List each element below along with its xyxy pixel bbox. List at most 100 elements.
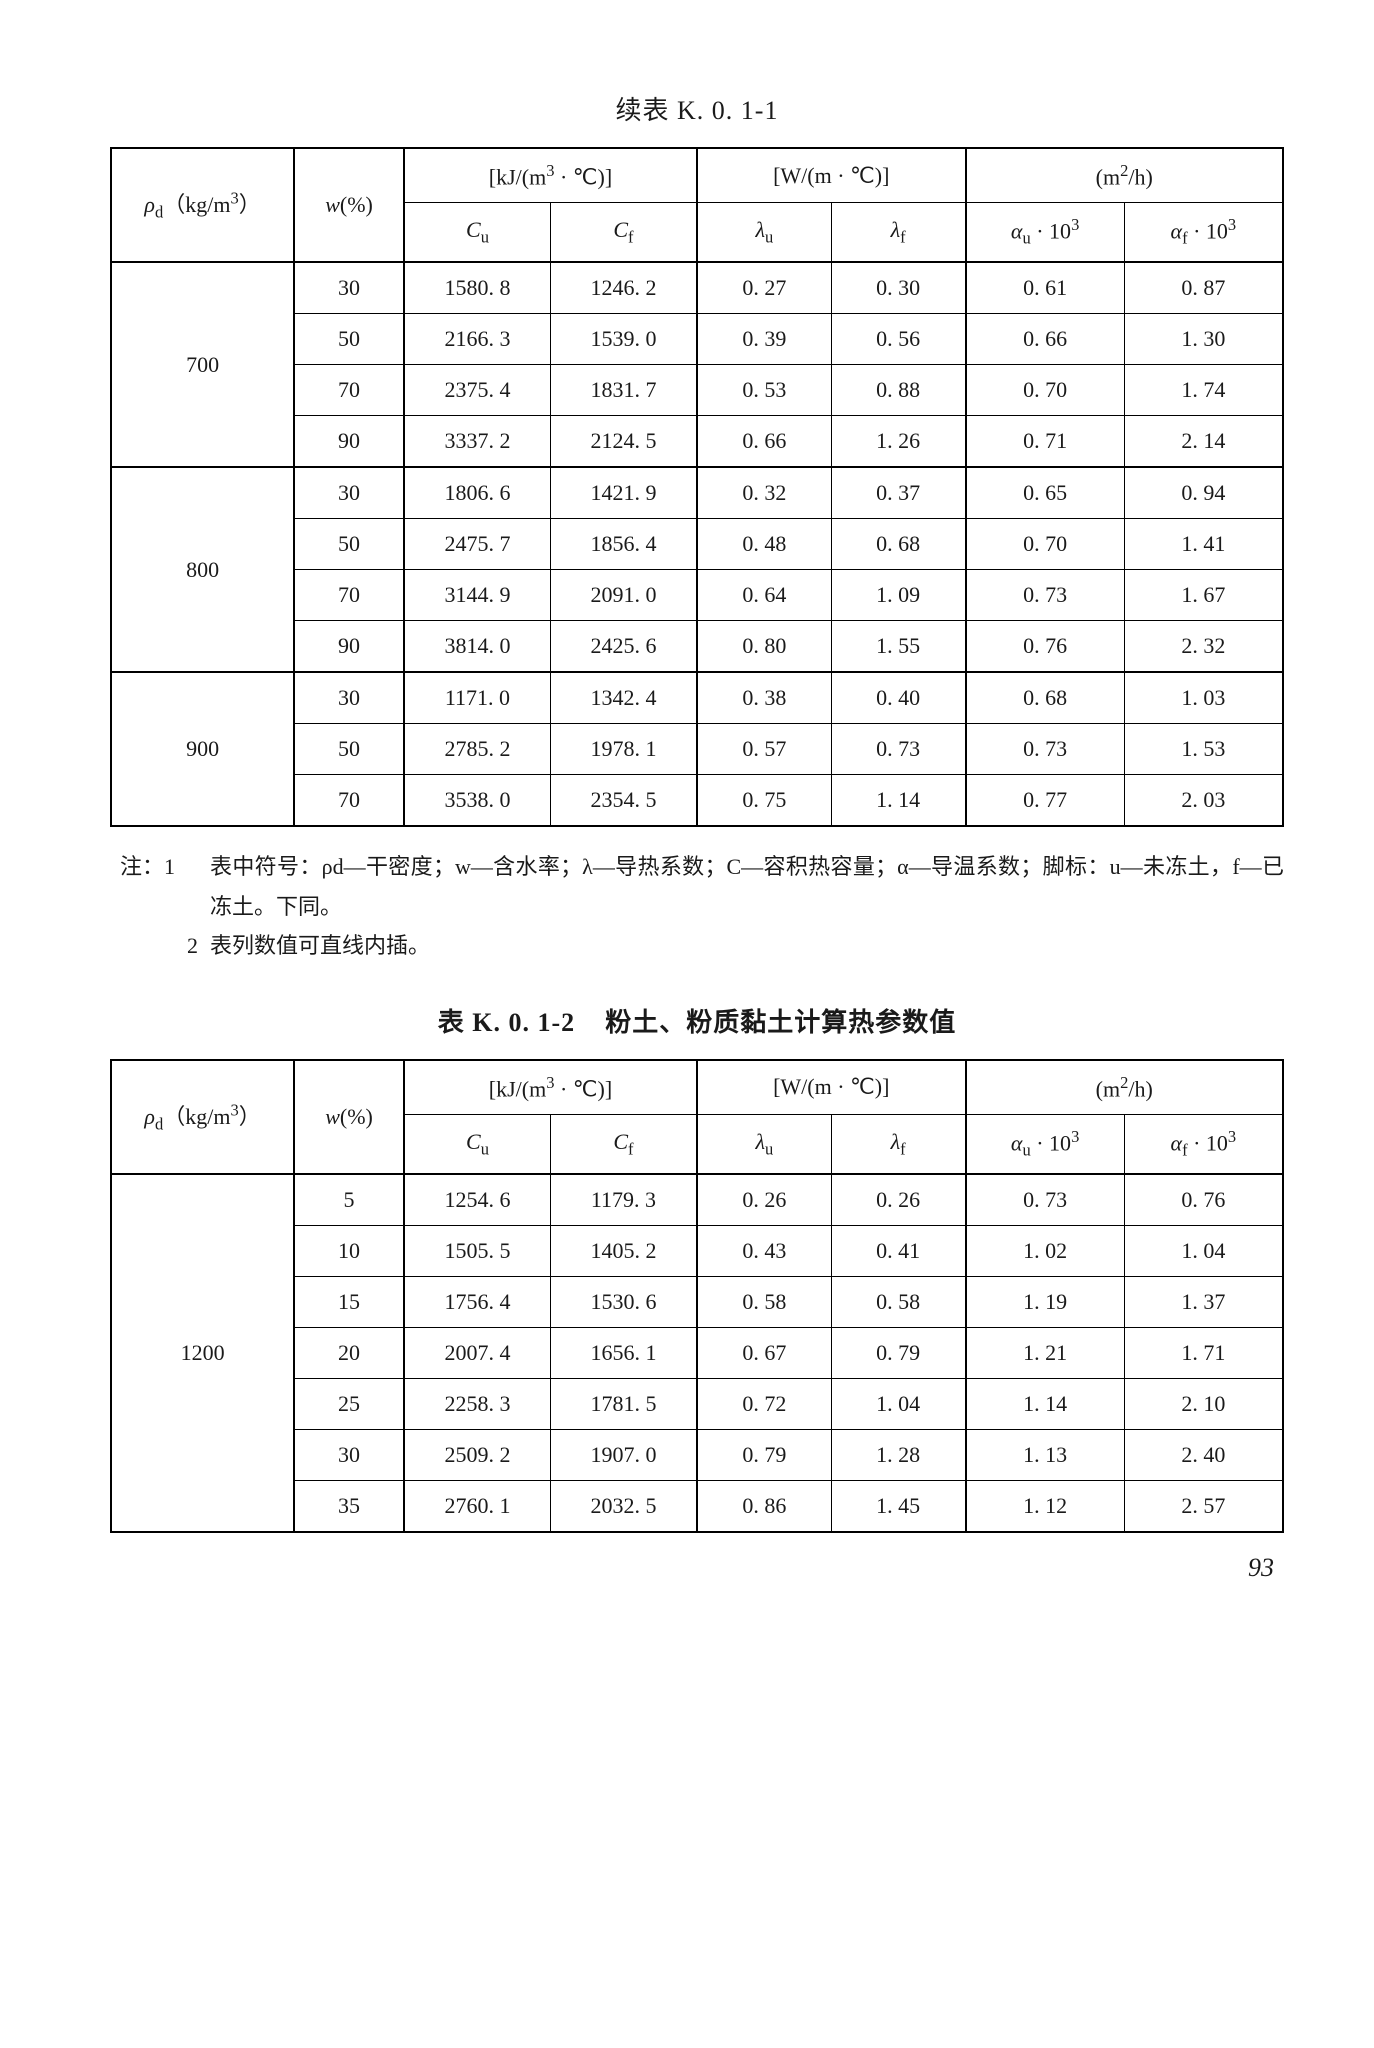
table-row: 700301580. 81246. 20. 270. 300. 610. 87: [111, 262, 1283, 314]
lu-cell: 0. 26: [697, 1174, 831, 1226]
lu-cell: 0. 64: [697, 570, 831, 621]
au-cell: 1. 13: [966, 1429, 1125, 1480]
table-title-text: 续表 K. 0. 1-1: [616, 96, 779, 125]
Cu-cell: 3538. 0: [404, 775, 550, 827]
au-cell: 0. 61: [966, 262, 1125, 314]
w-cell: 35: [294, 1480, 404, 1532]
rho-cell: 900: [111, 672, 294, 826]
au-cell: 1. 14: [966, 1378, 1125, 1429]
au-cell: 0. 73: [966, 1174, 1125, 1226]
Cf-cell: 2354. 5: [550, 775, 696, 827]
lf-cell: 1. 14: [831, 775, 965, 827]
Cu-cell: 2166. 3: [404, 314, 550, 365]
lf-cell: 0. 79: [831, 1327, 965, 1378]
table-title-label: 表 K. 0. 1-2: [438, 1008, 575, 1037]
w-cell: 30: [294, 467, 404, 519]
lu-cell: 0. 75: [697, 775, 831, 827]
lf-cell: 0. 41: [831, 1225, 965, 1276]
af-cell: 2. 03: [1124, 775, 1283, 827]
note-body: 表中符号：ρd—干密度；w—含水率；λ—导热系数；C—容积热容量；α—导温系数；…: [210, 847, 1284, 926]
w-cell: 5: [294, 1174, 404, 1226]
Cu-cell: 2785. 2: [404, 724, 550, 775]
table-k011: ρd（kg/m3） w(%) [kJ/(m3 · ℃)] [W/(m · ℃)]…: [110, 147, 1284, 827]
lf-cell: 1. 04: [831, 1378, 965, 1429]
w-cell: 50: [294, 314, 404, 365]
w-cell: 50: [294, 724, 404, 775]
note-label: 2: [120, 926, 210, 966]
au-cell: 0. 77: [966, 775, 1125, 827]
lu-cell: 0. 27: [697, 262, 831, 314]
Cf-cell: 1342. 4: [550, 672, 696, 724]
af-cell: 1. 30: [1124, 314, 1283, 365]
lf-cell: 0. 40: [831, 672, 965, 724]
lu-cell: 0. 58: [697, 1276, 831, 1327]
au-cell: 0. 76: [966, 621, 1125, 673]
page-number: 93: [1248, 1553, 1274, 1583]
lu-cell: 0. 57: [697, 724, 831, 775]
au-cell: 0. 68: [966, 672, 1125, 724]
Cf-cell: 1539. 0: [550, 314, 696, 365]
lf-cell: 1. 26: [831, 416, 965, 468]
Cf-cell: 1405. 2: [550, 1225, 696, 1276]
table-row: 120051254. 61179. 30. 260. 260. 730. 76: [111, 1174, 1283, 1226]
Cu-cell: 1756. 4: [404, 1276, 550, 1327]
lf-cell: 1. 55: [831, 621, 965, 673]
Cu-cell: 3814. 0: [404, 621, 550, 673]
w-cell: 70: [294, 570, 404, 621]
au-cell: 0. 65: [966, 467, 1125, 519]
rho-cell: 800: [111, 467, 294, 672]
lf-cell: 1. 28: [831, 1429, 965, 1480]
rho-cell: 700: [111, 262, 294, 467]
lf-cell: 0. 88: [831, 365, 965, 416]
w-cell: 70: [294, 365, 404, 416]
af-cell: 1. 67: [1124, 570, 1283, 621]
au-cell: 0. 73: [966, 570, 1125, 621]
Cu-cell: 1505. 5: [404, 1225, 550, 1276]
note-2: 2 表列数值可直线内插。: [120, 926, 1284, 966]
Cu-cell: 1580. 8: [404, 262, 550, 314]
w-cell: 20: [294, 1327, 404, 1378]
Cu-cell: 2258. 3: [404, 1378, 550, 1429]
Cf-cell: 2091. 0: [550, 570, 696, 621]
w-cell: 90: [294, 621, 404, 673]
au-cell: 0. 73: [966, 724, 1125, 775]
lu-cell: 0. 48: [697, 519, 831, 570]
af-cell: 1. 71: [1124, 1327, 1283, 1378]
af-cell: 1. 03: [1124, 672, 1283, 724]
w-cell: 70: [294, 775, 404, 827]
table-row: 800301806. 61421. 90. 320. 370. 650. 94: [111, 467, 1283, 519]
au-cell: 1. 21: [966, 1327, 1125, 1378]
lu-cell: 0. 43: [697, 1225, 831, 1276]
table-k012-body: 120051254. 61179. 30. 260. 260. 730. 761…: [111, 1174, 1283, 1532]
note-body: 表列数值可直线内插。: [210, 926, 1284, 966]
lf-cell: 0. 73: [831, 724, 965, 775]
af-cell: 1. 74: [1124, 365, 1283, 416]
af-cell: 1. 37: [1124, 1276, 1283, 1327]
af-cell: 0. 94: [1124, 467, 1283, 519]
Cu-cell: 1806. 6: [404, 467, 550, 519]
Cf-cell: 1421. 9: [550, 467, 696, 519]
Cu-cell: 2475. 7: [404, 519, 550, 570]
af-cell: 1. 53: [1124, 724, 1283, 775]
Cu-cell: 2007. 4: [404, 1327, 550, 1378]
au-cell: 0. 71: [966, 416, 1125, 468]
table-title-text: 粉土、粉质黏土计算热参数值: [605, 1008, 956, 1037]
Cu-cell: 2509. 2: [404, 1429, 550, 1480]
Cu-cell: 3337. 2: [404, 416, 550, 468]
Cf-cell: 1781. 5: [550, 1378, 696, 1429]
Cf-cell: 1856. 4: [550, 519, 696, 570]
af-cell: 2. 40: [1124, 1429, 1283, 1480]
lf-cell: 0. 26: [831, 1174, 965, 1226]
Cf-cell: 1907. 0: [550, 1429, 696, 1480]
lu-cell: 0. 86: [697, 1480, 831, 1532]
lf-cell: 0. 68: [831, 519, 965, 570]
w-cell: 30: [294, 262, 404, 314]
notes: 注：1 表中符号：ρd—干密度；w—含水率；λ—导热系数；C—容积热容量；α—导…: [120, 847, 1284, 966]
af-cell: 0. 87: [1124, 262, 1283, 314]
af-cell: 2. 32: [1124, 621, 1283, 673]
w-cell: 90: [294, 416, 404, 468]
rho-cell: 1200: [111, 1174, 294, 1532]
note-1: 注：1 表中符号：ρd—干密度；w—含水率；λ—导热系数；C—容积热容量；α—导…: [120, 847, 1284, 926]
w-cell: 30: [294, 672, 404, 724]
Cu-cell: 2375. 4: [404, 365, 550, 416]
